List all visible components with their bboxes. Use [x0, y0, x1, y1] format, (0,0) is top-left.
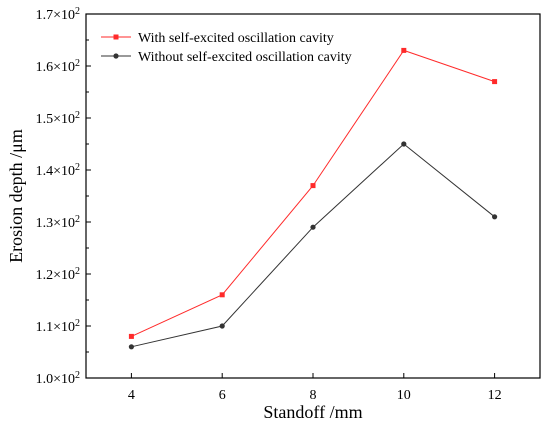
y-tick-mantissa: 1.2×10 [36, 268, 75, 283]
y-tick-exponent: 2 [75, 58, 80, 69]
y-tick-mantissa: 1.4×10 [36, 164, 75, 179]
series-line [131, 49, 495, 337]
data-point [219, 323, 225, 329]
y-tick-exponent: 2 [75, 266, 80, 277]
data-point [310, 183, 316, 189]
plot-frame [85, 13, 541, 379]
legend-marker [113, 53, 119, 59]
y-tick-mantissa: 1.5×10 [36, 112, 75, 127]
y-tick-mantissa: 1.3×10 [36, 216, 75, 231]
y-tick-exponent: 2 [75, 318, 80, 329]
x-tick-label: 10 [397, 388, 411, 403]
y-tick-mantissa: 1.1×10 [36, 320, 75, 335]
legend-marker [113, 34, 119, 40]
y-tick-label: 1.1×102 [36, 318, 80, 336]
y-tick-label: 1.3×102 [36, 214, 80, 232]
data-point [128, 333, 134, 339]
data-point [401, 47, 407, 53]
x-tick-label: 12 [488, 388, 502, 403]
data-point [492, 214, 498, 220]
y-tick-exponent: 2 [75, 6, 80, 17]
x-tick-label: 8 [310, 388, 317, 403]
y-tick-label: 1.6×102 [36, 58, 80, 76]
x-tick-label: 4 [128, 388, 135, 403]
y-tick-label: 1.0×102 [36, 370, 80, 388]
y-axis-title: Erosion depth /μm [6, 129, 26, 263]
y-tick-label: 1.7×102 [36, 6, 80, 24]
y-tick-label: 1.4×102 [36, 162, 80, 180]
data-point [401, 141, 407, 147]
x-tick-label: 6 [219, 388, 226, 403]
x-ticks: 4 6 8 10 12 [128, 373, 502, 403]
y-tick-exponent: 2 [75, 214, 80, 225]
y-tick-mantissa: 1.0×10 [36, 372, 75, 387]
y-tick-mantissa: 1.6×10 [36, 60, 75, 75]
x-axis-title: Standoff /mm [263, 402, 362, 422]
y-tick-exponent: 2 [75, 162, 80, 173]
y-tick-mantissa: 1.7×10 [36, 8, 75, 23]
y-ticks: 1.0×1021.1×1021.2×1021.3×1021.4×1021.5×1… [36, 6, 91, 388]
y-tick-label: 1.2×102 [36, 266, 80, 284]
legend-label: Without self-excited oscillation cavity [138, 50, 352, 65]
y-tick-label: 1.5×102 [36, 110, 80, 128]
series-line [131, 143, 495, 348]
y-tick-exponent: 2 [75, 110, 80, 121]
data-point [219, 292, 225, 298]
legend: With self-excited oscillation cavity With… [101, 31, 352, 65]
data-point [310, 224, 316, 230]
data-point [128, 344, 134, 350]
legend-label: With self-excited oscillation cavity [138, 31, 334, 46]
series-layer [128, 47, 498, 350]
y-tick-exponent: 2 [75, 370, 80, 381]
data-point [492, 79, 498, 85]
